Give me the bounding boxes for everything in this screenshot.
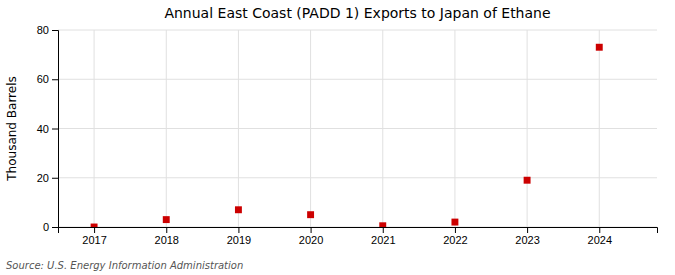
x-grid-line: [238, 30, 239, 227]
x-axis-tick: 2021: [371, 227, 395, 246]
y-axis-tick: 0: [43, 221, 58, 233]
y-axis-line: [52, 31, 59, 228]
grid: [58, 30, 657, 227]
x-axis: 2017 2018 2019 2020 2021 2022 2023 2024: [59, 227, 658, 246]
x-axis-tick-label: 2020: [299, 234, 323, 246]
x-grid-line: [94, 30, 95, 227]
y-axis-tick-label: 40: [37, 123, 49, 135]
y-axis-tick: 40: [37, 123, 58, 135]
title: Annual East Coast (PADD 1) Exports to Ja…: [164, 5, 550, 21]
point: [524, 177, 531, 184]
x-axis-tick-label: 2019: [227, 234, 251, 246]
x-axis-tick-mark: [238, 227, 239, 233]
x-axis-tick-mark: [599, 227, 600, 233]
y-axis-tick-mark: [52, 227, 58, 228]
x-axis-tick: 2023: [515, 227, 539, 246]
x-axis-tick: 2018: [155, 227, 179, 246]
x-grid-line: [382, 30, 383, 227]
x-axis-tick: 2024: [588, 227, 612, 246]
x-axis-tick-label: 2023: [515, 234, 539, 246]
x-grid-line: [454, 30, 455, 227]
y-axis-tick-mark: [52, 30, 58, 31]
y-axis-tick-label: 0: [43, 221, 49, 233]
y-grid-line: [58, 30, 657, 31]
y-axis-tick: 60: [37, 73, 58, 85]
chart: 2017 2018 2019 2020 2021 2022 2023 2024 0 20 40 60 8…: [0, 0, 675, 275]
x-axis-tick-label: 2021: [371, 234, 395, 246]
x-axis-tick-mark: [383, 227, 384, 233]
point: [235, 206, 242, 213]
point: [307, 211, 314, 218]
x-axis-tick-mark: [94, 227, 95, 233]
point: [379, 222, 386, 227]
y-axis-tick-label: 80: [37, 24, 49, 36]
x-grid-line: [310, 30, 311, 227]
x-axis-tick-label: 2022: [443, 234, 467, 246]
x-axis-tick-mark: [311, 227, 312, 233]
x-axis-tick: 2020: [299, 227, 323, 246]
x-axis-tick-label: 2017: [82, 234, 106, 246]
y-axis-tick-label: 20: [37, 172, 49, 184]
x-axis-tick: 2022: [443, 227, 467, 246]
y-axis-tick: 20: [37, 172, 58, 184]
y-axis-label: Thousand Barrels: [5, 76, 19, 181]
y-axis-tick-mark: [52, 79, 58, 80]
x-axis-tick: 2019: [227, 227, 251, 246]
point: [163, 216, 170, 223]
x-axis-tick-label: 2018: [155, 234, 179, 246]
marks: [91, 44, 603, 227]
x-axis-tick: 2017: [82, 227, 106, 246]
y-axis-tick-mark: [52, 129, 58, 130]
x-axis-tick-mark: [166, 227, 167, 233]
x-grid-line: [599, 30, 600, 227]
x-axis-line: [59, 228, 658, 234]
x-grid-line: [527, 30, 528, 227]
point: [596, 44, 603, 51]
point: [451, 219, 458, 226]
annotation: Source: U.S. Energy Information Administ…: [6, 260, 243, 271]
y-axis-tick: 80: [37, 24, 58, 36]
x-axis-tick-label: 2024: [588, 234, 612, 246]
y-grid-line: [58, 177, 657, 178]
y-axis: 0 20 40 60 80: [37, 24, 59, 233]
y-grid-line: [58, 79, 657, 80]
y-axis-tick-mark: [52, 178, 58, 179]
x-grid-line: [166, 30, 167, 227]
x-axis-tick-mark: [527, 227, 528, 233]
point: [91, 224, 98, 227]
y-axis-tick-label: 60: [37, 73, 49, 85]
x-axis-tick-mark: [455, 227, 456, 233]
y-grid-line: [58, 128, 657, 129]
plot-area: 2017 2018 2019 2020 2021 2022 2023 2024 0 20 40 60 8…: [37, 24, 658, 246]
